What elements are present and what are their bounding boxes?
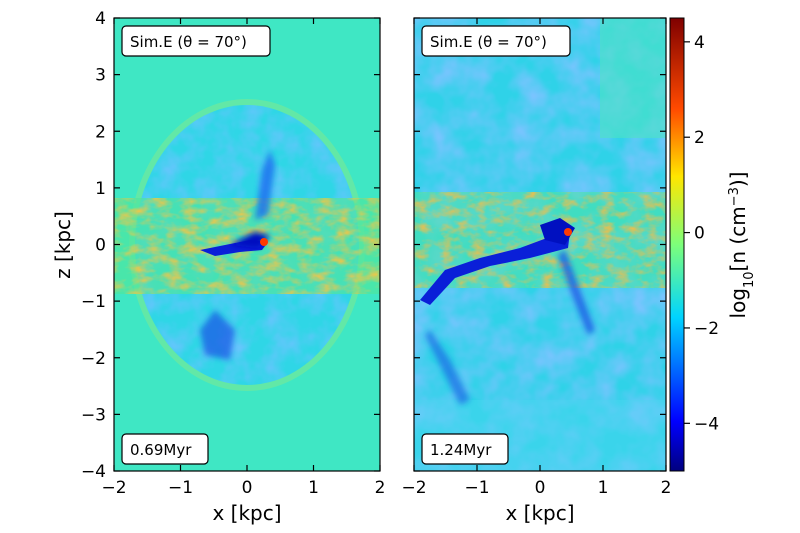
heatmap-panel-right: [414, 18, 666, 471]
y-tick-label: 3: [95, 66, 106, 86]
x-axis-label-left: x [kpc]: [212, 501, 281, 525]
x-tick-label-left: −2: [101, 478, 126, 498]
y-axis-label: z [kpc]: [51, 211, 75, 279]
y-tick-label: 1: [95, 179, 106, 199]
time-text-right: 1.24Myr: [430, 441, 492, 459]
colorbar-tick-label: −4: [694, 414, 719, 434]
colorbar-tick-label: 2: [694, 128, 705, 148]
panel-title-left: Sim.E (θ = 70°): [130, 33, 247, 51]
x-tick-label-left: 2: [375, 478, 386, 498]
colorbar-label: log10[n (cm−3)]: [726, 172, 757, 319]
x-tick-label-left: 1: [308, 478, 319, 498]
x-tick-label-right: 0: [535, 478, 546, 498]
y-tick-label: −2: [81, 349, 106, 369]
y-tick-label: −3: [81, 405, 106, 425]
time-label-left: 0.69Myr: [121, 433, 209, 465]
colorbar-tick-label: 0: [694, 224, 705, 244]
y-tick-label: −4: [81, 462, 106, 482]
y-tick-label: −1: [81, 292, 106, 312]
x-tick-label-right: −2: [401, 478, 426, 498]
x-tick-label-right: 1: [598, 478, 609, 498]
x-tick-label-right: 2: [661, 478, 672, 498]
time-text-left: 0.69Myr: [130, 441, 192, 459]
colorbar-tick-label: 4: [694, 33, 705, 53]
panel-title-right: Sim.E (θ = 70°): [430, 33, 547, 51]
colorbar-tick-label: −2: [694, 319, 719, 339]
y-tick-label: 4: [95, 9, 106, 29]
y-tick-label: 2: [95, 122, 106, 142]
panel-label-right: Sim.E (θ = 70°): [421, 25, 571, 57]
y-tick-label: 0: [95, 236, 106, 256]
x-tick-label-left: −1: [168, 478, 193, 498]
x-tick-label-right: −1: [464, 478, 489, 498]
time-label-right: 1.24Myr: [421, 433, 509, 465]
colorbar: [669, 17, 685, 472]
heatmap-panel-left: [114, 18, 380, 471]
x-tick-label-left: 0: [242, 478, 253, 498]
panel-label-left: Sim.E (θ = 70°): [121, 25, 271, 57]
x-axis-label-right: x [kpc]: [505, 501, 574, 525]
